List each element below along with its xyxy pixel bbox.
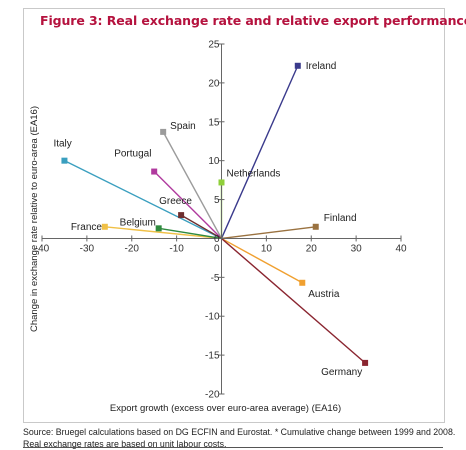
data-point [155,225,162,232]
bottom-rule [23,447,443,448]
x-axis-label: Export growth (excess over euro-area ave… [110,403,341,414]
y-tick-label: 5 [214,195,220,206]
point-label: Finland [324,213,357,224]
y-tick-label: -20 [205,390,220,401]
data-point [294,62,301,69]
x-tick-label: 10 [261,243,273,254]
chart-title: Figure 3: Real exchange rate and relativ… [40,13,466,28]
source-note: Source: Bruegel calculations based on DG… [23,427,456,449]
point-label: Germany [321,367,362,378]
data-point [151,168,158,175]
point-label: Netherlands [227,168,281,179]
point-label: Austria [308,289,340,300]
x-tick-label: -30 [80,243,95,254]
ray-line [220,65,299,239]
y-tick-label: 20 [208,78,220,89]
data-point [299,279,306,286]
point-label: Italy [53,139,71,150]
x-tick-label: 40 [395,243,407,254]
ray-line [221,237,366,364]
point-label: Belgium [120,217,156,228]
y-tick-label: -10 [205,312,220,323]
figure-frame [23,8,445,423]
x-tick-label: -20 [125,243,140,254]
ray-line [162,131,223,239]
point-labels-layer: Ireland Spain Italy Portugal Netherlands Gree… [53,61,362,378]
data-point [101,223,108,230]
point-label: Portugal [114,149,151,160]
point-label: Greece [159,196,192,207]
point-label: France [71,222,103,233]
ray-line [221,237,303,284]
ray-line [153,171,222,239]
ray-line [180,214,222,240]
axes-layer [41,43,402,395]
x-tick-label: 30 [351,243,363,254]
data-point [160,128,167,135]
ray-line [104,226,222,240]
data-point [61,157,68,164]
ray-line [221,226,316,240]
y-tick-label: 10 [208,156,220,167]
points-layer [61,62,369,366]
origin-tick-label: 0 [214,243,220,254]
x-tick-label: 20 [306,243,318,254]
data-point [178,212,185,219]
y-tick-label: 25 [208,40,220,51]
point-label: Spain [170,121,196,132]
y-axis-label: Change in exchange rate relative to euro… [29,106,40,332]
y-tick-label: 15 [208,117,220,128]
point-label: Ireland [306,61,337,72]
data-point [312,223,319,230]
y-tick-label: 0 [214,234,220,245]
y-tick-label: -5 [211,273,220,284]
ray-line [64,160,222,240]
tick-labels-layer: -40 -30 -20 -10 10 20 30 40 25 20 15 10 5 0 -5 -10 -15 -2… [35,40,407,401]
y-tick-label: -15 [205,351,220,362]
data-point [362,359,369,366]
x-tick-label: -10 [169,243,184,254]
data-point [218,179,225,186]
ray-line [158,227,222,240]
x-tick-label: -40 [35,243,50,254]
